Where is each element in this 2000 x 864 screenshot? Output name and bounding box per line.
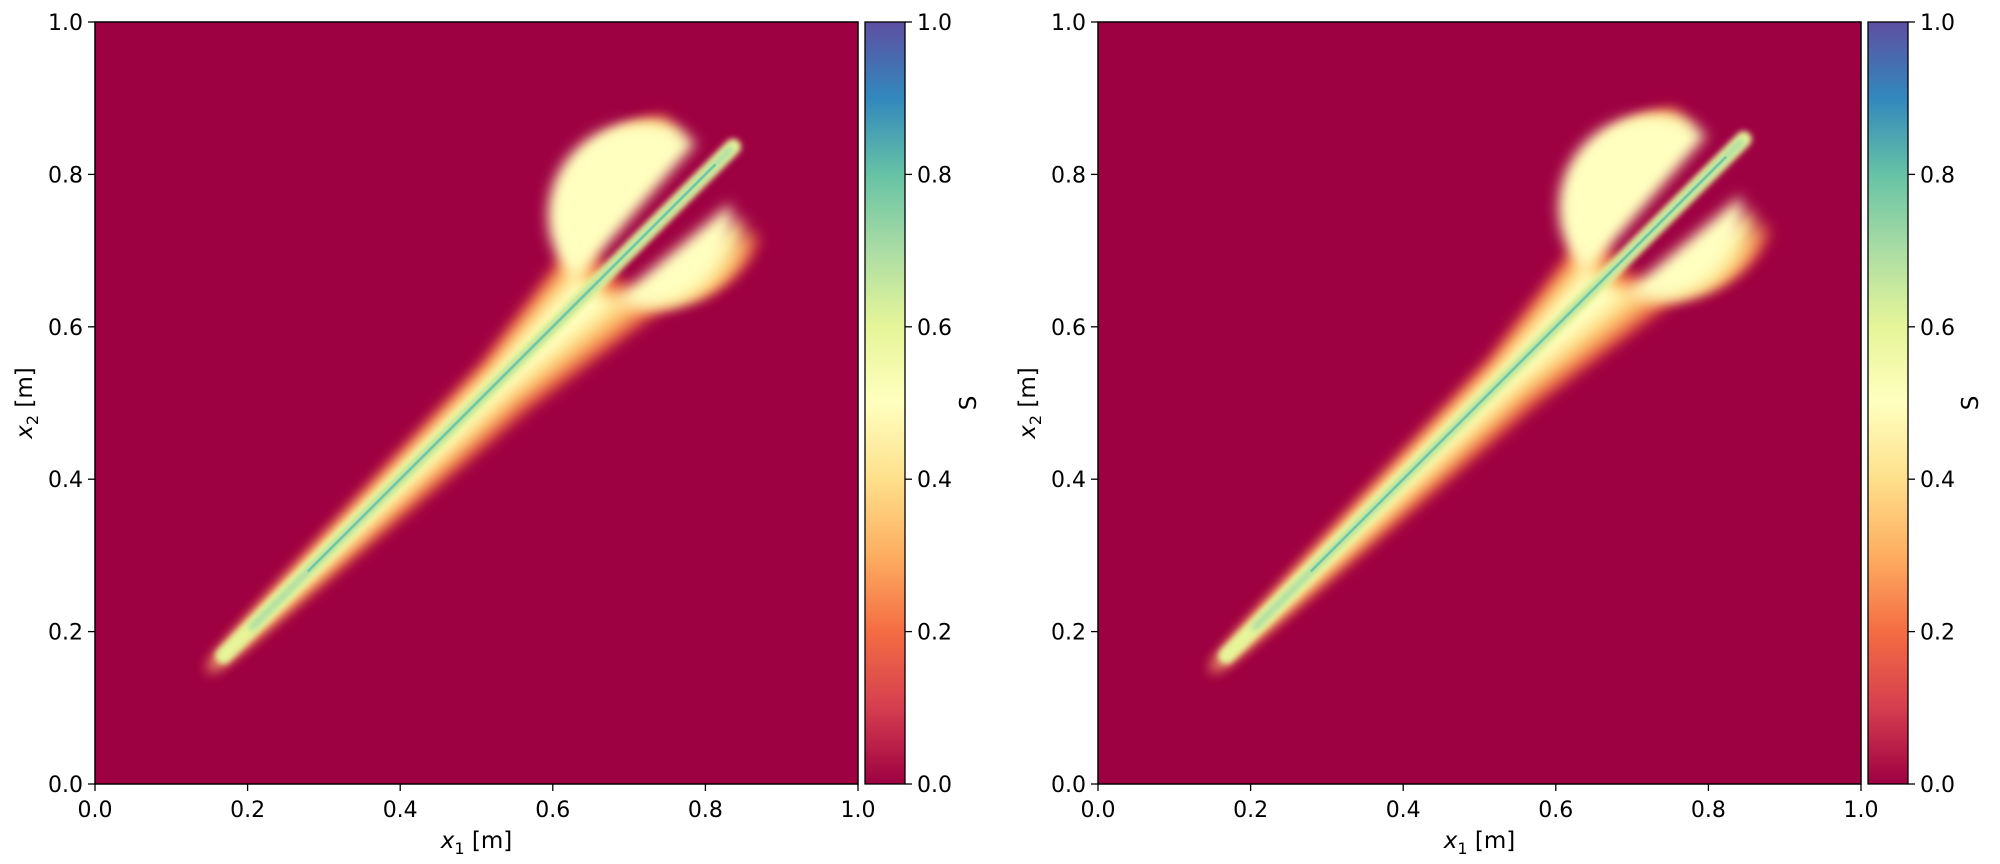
x-tick-label: 0.0 bbox=[78, 798, 113, 823]
colorbar-tick-label: 0.2 bbox=[917, 621, 952, 646]
y-tick-label: 0.0 bbox=[1051, 773, 1086, 798]
x-tick-label: 0.8 bbox=[1691, 798, 1726, 823]
colorbar-tick-label: 0.8 bbox=[1920, 163, 1955, 188]
y-tick-label: 0.4 bbox=[1051, 468, 1086, 493]
y-tick-label: 0.6 bbox=[1051, 316, 1086, 341]
colorbar-tick-label: 0.4 bbox=[1920, 468, 1955, 493]
plume bbox=[206, 114, 762, 673]
x-tick-label: 0.4 bbox=[383, 798, 418, 823]
x-tick-label: 1.0 bbox=[841, 798, 876, 823]
y-tick-label: 1.0 bbox=[48, 11, 83, 36]
y-tick-label: 1.0 bbox=[1051, 11, 1086, 36]
colorbar: 0.0 0.2 0.4 0.6 0.8 1.0 S bbox=[1867, 11, 1984, 798]
y-axis-label: x2 [m] bbox=[12, 367, 42, 439]
panel-1: 0.0 0.2 0.4 0.6 0.8 1.0 0.0 0.2 0.4 0.6 0.8 1.0 x1 [… bbox=[12, 11, 982, 858]
colorbar-gradient bbox=[864, 21, 906, 785]
y-tick-label: 0.2 bbox=[48, 621, 83, 646]
x-tick-label: 0.2 bbox=[1233, 798, 1268, 823]
x-tick-label: 1.0 bbox=[1844, 798, 1879, 823]
y-tick-label: 0.6 bbox=[48, 316, 83, 341]
colorbar-tick-label: 0.2 bbox=[1920, 621, 1955, 646]
colorbar-tick-label: 0.6 bbox=[917, 316, 952, 341]
colorbar-tick-label: 0.0 bbox=[1920, 773, 1955, 798]
x-tick-label: 0.2 bbox=[230, 798, 265, 823]
y-tick-label: 0.2 bbox=[1051, 621, 1086, 646]
y-tick-label: 0.0 bbox=[48, 773, 83, 798]
colorbar-tick-label: 0.6 bbox=[1920, 316, 1955, 341]
x-tick-label: 0.4 bbox=[1386, 798, 1421, 823]
y-tick-label: 0.8 bbox=[1051, 163, 1086, 188]
panel-2: 0.0 0.2 0.4 0.6 0.8 1.0 0.0 0.2 0.4 0.6 0.8 1.0 x1 [… bbox=[1015, 11, 1984, 858]
y-tick-label: 0.4 bbox=[48, 468, 83, 493]
x-axis-label: x1 [m] bbox=[440, 828, 512, 858]
colorbar-label: S bbox=[1958, 396, 1984, 411]
colorbar: 0.0 0.2 0.4 0.6 0.8 1.0 S bbox=[864, 11, 982, 798]
x-tick-label: 0.8 bbox=[688, 798, 723, 823]
colorbar-tick-label: 0.0 bbox=[917, 773, 952, 798]
plot-frame bbox=[94, 21, 859, 785]
x-axis-label: x1 [m] bbox=[1443, 828, 1515, 858]
y-axis-label: x2 [m] bbox=[1015, 367, 1045, 439]
x-tick-label: 0.6 bbox=[1538, 798, 1573, 823]
x-tick-label: 0.6 bbox=[535, 798, 570, 823]
colorbar-tick-label: 0.4 bbox=[917, 468, 952, 493]
colorbar-tick-label: 1.0 bbox=[1920, 11, 1955, 36]
colorbar-tick-label: 1.0 bbox=[917, 11, 952, 36]
plot-frame bbox=[1097, 21, 1862, 785]
plume bbox=[1209, 107, 1773, 673]
y-tick-label: 0.8 bbox=[48, 163, 83, 188]
x-tick-label: 0.0 bbox=[1081, 798, 1116, 823]
colorbar-tick-label: 0.8 bbox=[917, 163, 952, 188]
colorbar-gradient bbox=[1867, 21, 1909, 785]
colorbar-label: S bbox=[956, 396, 982, 411]
